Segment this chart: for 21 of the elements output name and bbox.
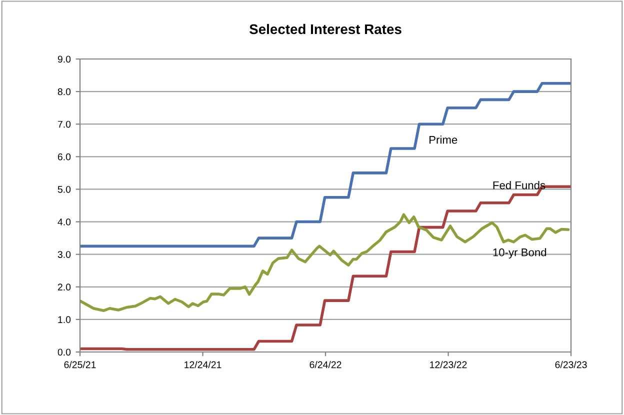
x-tick-label: 12/24/21 [184,361,222,368]
line-series [80,82,571,248]
series-label: Prime [430,136,458,144]
y-tick-label: 5.0 [58,186,71,193]
y-tick-label: 2.0 [58,284,71,291]
y-tick-label: 7.0 [58,120,71,128]
series-label: 10-yr Bond [493,248,546,258]
x-tick-label: 6/25/21 [64,361,96,368]
y-tick-label: 1.0 [58,316,71,324]
y-tick-label: 3.0 [58,251,71,258]
line-series [80,213,570,312]
series-label: Fed Funds [493,181,546,190]
chart-title: Selected Interest Rates [249,24,402,34]
x-tick-label: 12/23/22 [430,361,467,368]
y-tick-label: 8.0 [58,88,71,96]
y-tick-label: 9.0 [58,56,71,63]
y-tick-label: 0.0 [58,348,71,356]
x-tick-label: 6/24/22 [310,361,342,368]
y-tick-label: 4.0 [58,218,71,226]
y-tick-label: 6.0 [58,153,71,160]
x-tick-label: 6/23/23 [555,361,587,368]
